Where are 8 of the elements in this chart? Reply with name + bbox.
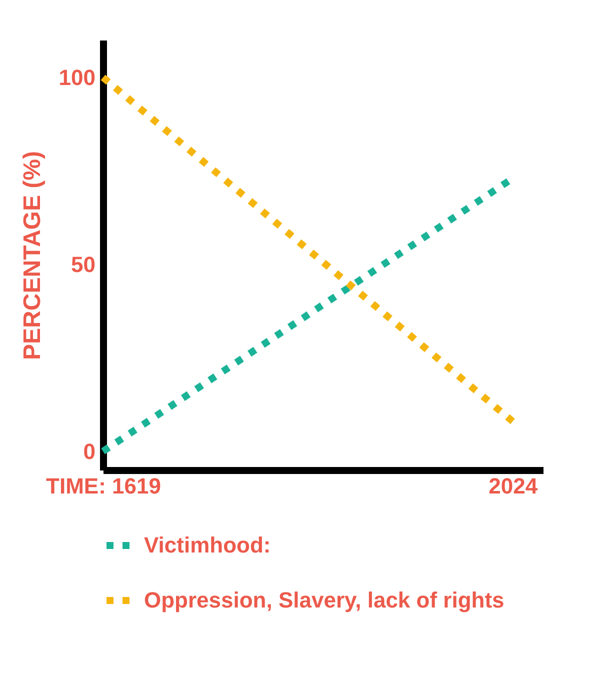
legend-label: Oppression, Slavery, lack of rights: [144, 588, 504, 612]
y-axis-title: PERCENTAGE (%): [18, 151, 46, 360]
x-tick-label: TIME: 1619: [46, 474, 161, 498]
x-tick-label: 2024: [488, 474, 538, 498]
y-tick-label: 100: [58, 64, 96, 90]
y-tick-label: 0: [83, 438, 96, 464]
legend-label: Victimhood:: [144, 532, 271, 558]
y-tick-label: 50: [71, 252, 96, 277]
